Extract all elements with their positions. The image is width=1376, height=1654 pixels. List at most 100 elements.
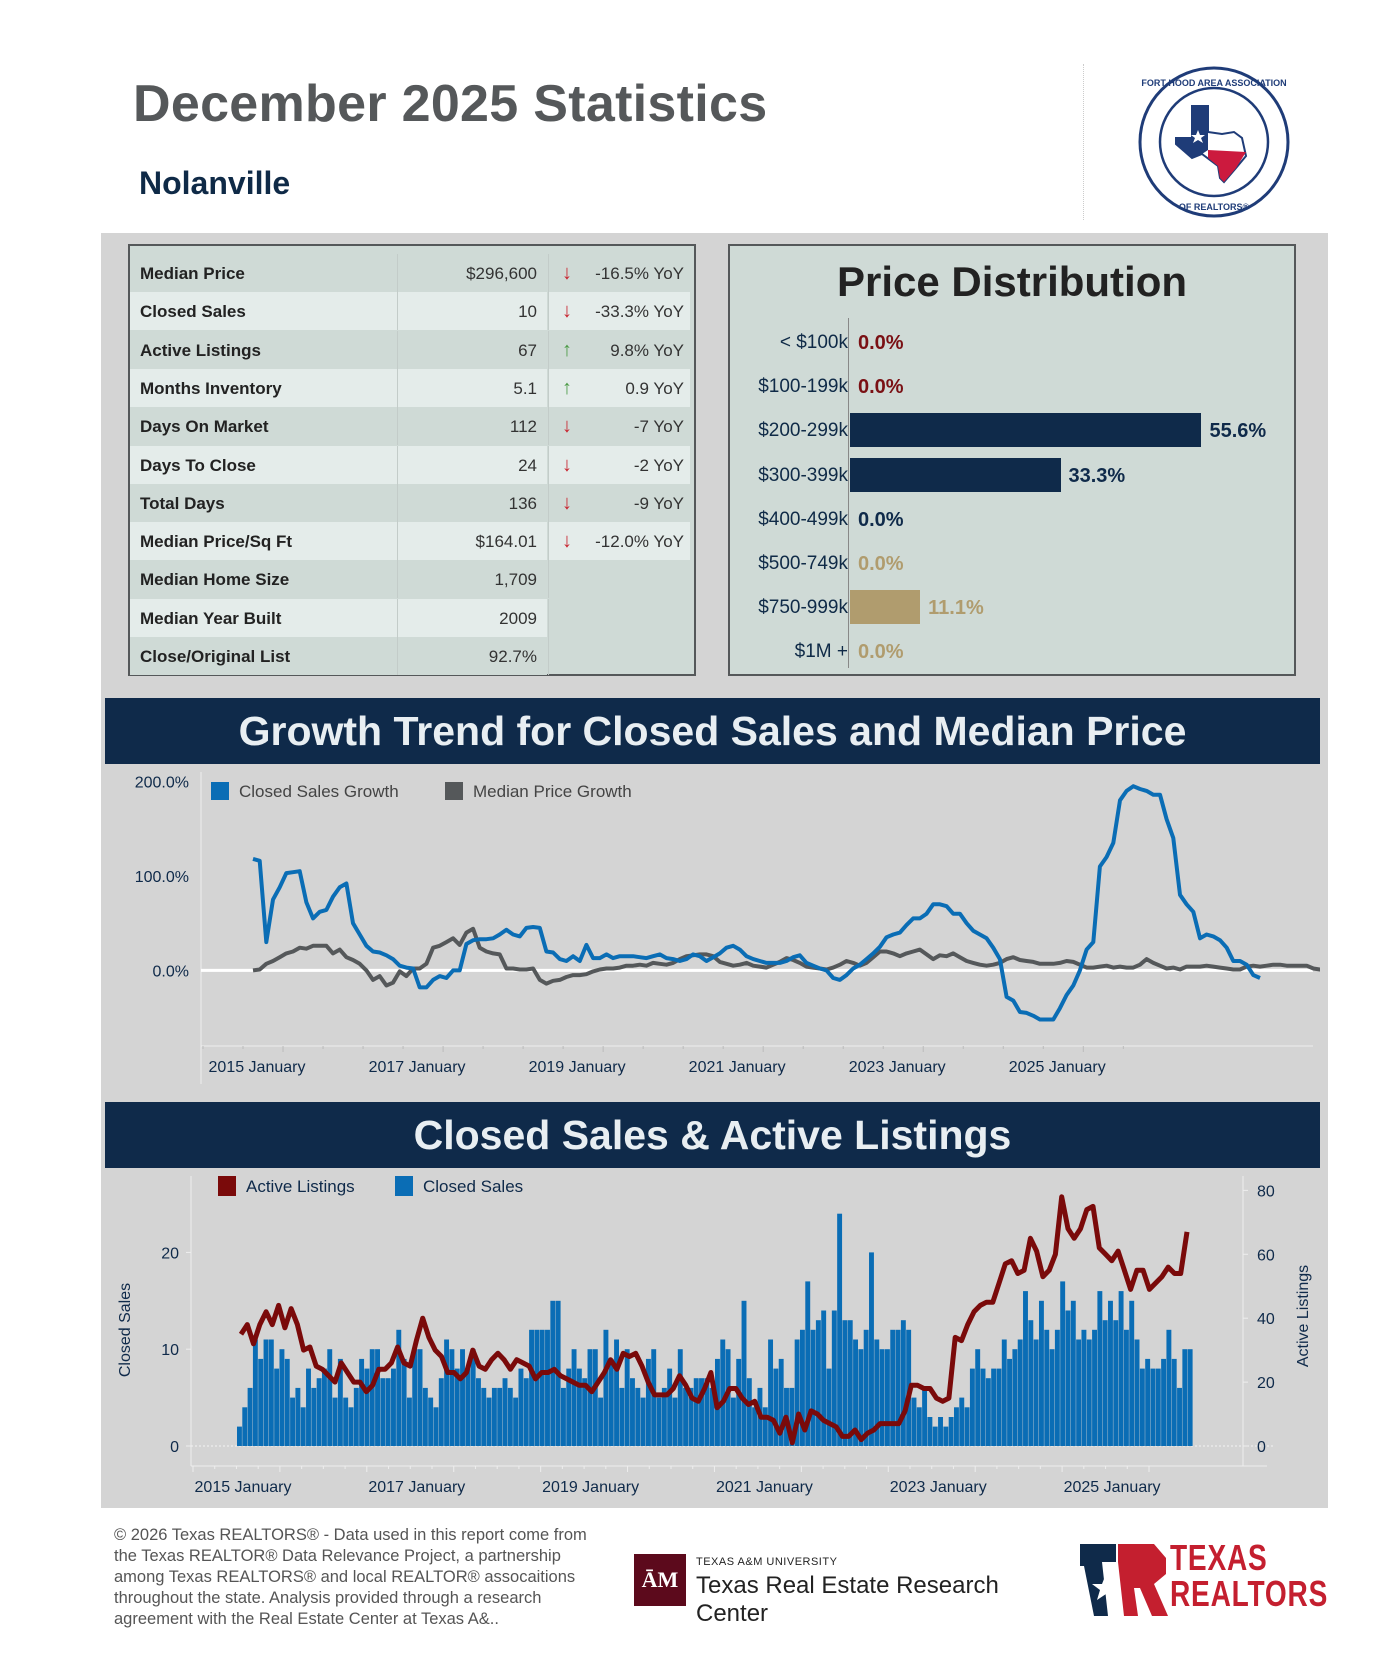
price-bucket-bar bbox=[850, 590, 921, 625]
closed-sales-bar bbox=[321, 1368, 327, 1446]
closed-sales-bar bbox=[651, 1349, 657, 1446]
stat-row: Median Home Size 1,709 bbox=[130, 560, 694, 599]
closed-sales-bar bbox=[348, 1407, 354, 1446]
closed-sales-bar bbox=[263, 1339, 269, 1446]
closed-sales-bar bbox=[566, 1368, 572, 1446]
closed-sales-bar bbox=[1134, 1339, 1140, 1446]
closed-sales-bar bbox=[773, 1368, 779, 1446]
legend-swatch bbox=[218, 1176, 236, 1196]
x-tick-label: 2021 January bbox=[716, 1479, 813, 1496]
closed-sales-bar bbox=[847, 1320, 853, 1446]
closed-sales-bar bbox=[1081, 1329, 1087, 1446]
closed-sales-bar bbox=[1049, 1349, 1055, 1446]
x-tick-label: 2023 January bbox=[849, 1059, 946, 1076]
price-bucket-label: $750-999k bbox=[758, 597, 848, 619]
arrow-up-icon: ↑ bbox=[562, 338, 572, 361]
closed-sales-bar bbox=[720, 1339, 726, 1446]
copyright-notice: © 2026 Texas REALTORS® - Data used in th… bbox=[114, 1526, 587, 1628]
arrow-down-icon: ↓ bbox=[562, 453, 572, 476]
stat-yoy: -33.3% YoY bbox=[595, 302, 684, 322]
stat-row: Total Days 136 ↓ -9 YoY bbox=[130, 483, 694, 522]
closed-sales-bar bbox=[1097, 1291, 1103, 1446]
price-bucket-label: $100-199k bbox=[758, 376, 848, 398]
closed-sales-bar bbox=[343, 1397, 349, 1446]
closed-sales-bar bbox=[274, 1368, 280, 1446]
closed-sales-bar bbox=[890, 1329, 896, 1446]
closed-sales-bar bbox=[1038, 1300, 1044, 1446]
stat-yoy: -16.5% YoY bbox=[595, 264, 684, 283]
closed-sales-bar bbox=[1007, 1358, 1013, 1446]
closed-sales-bar bbox=[959, 1397, 965, 1446]
closed-sales-bar bbox=[1177, 1387, 1182, 1446]
texas-realtors-star-icon bbox=[1080, 1544, 1168, 1616]
closed-sales-bar bbox=[699, 1378, 704, 1446]
stat-label: Closed Sales bbox=[140, 302, 246, 322]
price-bucket-bar bbox=[850, 457, 1061, 492]
closed-sales-bar bbox=[980, 1368, 986, 1446]
price-bucket-row: $400-499k 0.0% bbox=[730, 497, 1294, 541]
x-tick-label: 2019 January bbox=[542, 1479, 639, 1496]
price-bucket-value: 55.6% bbox=[1209, 420, 1267, 443]
stat-value: 5.1 bbox=[513, 378, 537, 398]
closed-sales-bar bbox=[438, 1378, 444, 1446]
closed-sales-bar bbox=[667, 1368, 673, 1446]
tamu-university-label: TEXAS A&M UNIVERSITY bbox=[696, 1556, 838, 1568]
stat-yoy: -7 YoY bbox=[633, 417, 684, 437]
closed-sales-bar bbox=[534, 1329, 540, 1446]
closed-sales-bar bbox=[624, 1349, 630, 1446]
closed-sales-bar bbox=[337, 1358, 343, 1446]
closed-sales-bar bbox=[1129, 1300, 1135, 1446]
right-axis-title: Active Listings bbox=[1295, 1265, 1312, 1367]
closed-sales-bar bbox=[985, 1378, 991, 1446]
stat-value: 10 bbox=[518, 302, 537, 322]
x-tick-label: 2025 January bbox=[1064, 1479, 1161, 1496]
texas-realtors-logo: TEXAS REALTORS bbox=[1080, 1540, 1327, 1620]
closed-sales-bar bbox=[1108, 1300, 1113, 1446]
closed-sales-bar bbox=[927, 1417, 933, 1446]
stat-label: Total Days bbox=[140, 493, 225, 513]
tamu-logo: ĀM TEXAS A&M UNIVERSITY Texas Real Estat… bbox=[634, 1550, 1074, 1627]
closed-sales-bar bbox=[1123, 1329, 1129, 1446]
closed-sales-bar bbox=[778, 1358, 784, 1446]
closed-sales-bar bbox=[964, 1407, 970, 1446]
closed-sales-bar bbox=[247, 1387, 253, 1446]
closed-sales-bar bbox=[752, 1407, 758, 1446]
x-tick-label: 2017 January bbox=[368, 1479, 465, 1496]
closed-sales-bar bbox=[1054, 1329, 1060, 1446]
closed-sales-bar bbox=[359, 1358, 365, 1446]
closed-sales-bar bbox=[1070, 1300, 1076, 1446]
arrow-down-icon: ↓ bbox=[562, 300, 572, 323]
tamu-badge-icon: ĀM bbox=[634, 1554, 686, 1606]
stat-yoy: -12.0% YoY bbox=[595, 532, 684, 552]
left-axis-title: Closed Sales bbox=[117, 1283, 134, 1377]
arrow-down-icon: ↓ bbox=[562, 262, 572, 284]
closed-sales-bar bbox=[380, 1378, 386, 1446]
price-bucket-row: $1M + 0.0% bbox=[730, 629, 1294, 673]
stat-value: $164.01 bbox=[475, 532, 537, 552]
closed-sales-bar bbox=[1033, 1339, 1039, 1446]
closed-sales-bar bbox=[815, 1320, 821, 1446]
sales-listings-chart: 0 10 20 0 20 40 60 80 Closed Sales Active Listing… bbox=[105, 1170, 1320, 1500]
stat-label: Median Price bbox=[140, 264, 245, 283]
svg-text:FORT HOOD AREA ASSOCIATION: FORT HOOD AREA ASSOCIATION bbox=[1141, 78, 1286, 88]
growth-trend-banner: Growth Trend for Closed Sales and Median… bbox=[105, 698, 1320, 764]
closed-sales-bar bbox=[842, 1320, 848, 1446]
closed-sales-growth-line bbox=[252, 784, 1261, 1022]
stat-label: Days To Close bbox=[140, 455, 256, 475]
closed-sales-bar bbox=[311, 1387, 317, 1446]
closed-sales-bar bbox=[571, 1349, 577, 1446]
closed-sales-bar bbox=[353, 1387, 359, 1446]
legend-label: Closed Sales Growth bbox=[239, 782, 399, 801]
price-bucket-value: 0.0% bbox=[858, 376, 904, 399]
price-bucket-row: $100-199k 0.0% bbox=[730, 364, 1294, 408]
price-bucket-label: $200-299k bbox=[758, 420, 848, 442]
closed-sales-bar bbox=[661, 1387, 667, 1446]
price-distribution-title: Price Distribution bbox=[836, 258, 1188, 305]
y-tick-label: 0.0% bbox=[153, 963, 189, 980]
right-tick-label: 40 bbox=[1257, 1311, 1275, 1328]
stat-label: Close/Original List bbox=[140, 647, 291, 666]
closed-sales-bar bbox=[805, 1281, 811, 1446]
stat-row: Active Listings 67 ↑ 9.8% YoY bbox=[130, 330, 694, 369]
tr-line2: REALTORS bbox=[1170, 1573, 1329, 1614]
closed-sales-bar bbox=[470, 1349, 476, 1446]
